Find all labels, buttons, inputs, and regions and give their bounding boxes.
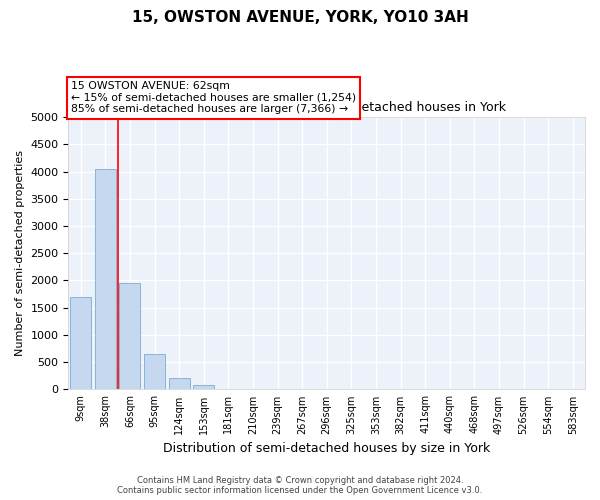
X-axis label: Distribution of semi-detached houses by size in York: Distribution of semi-detached houses by …	[163, 442, 490, 455]
Text: 15 OWSTON AVENUE: 62sqm
← 15% of semi-detached houses are smaller (1,254)
85% of: 15 OWSTON AVENUE: 62sqm ← 15% of semi-de…	[71, 81, 356, 114]
Bar	[193, 385, 214, 390]
Text: Contains HM Land Registry data © Crown copyright and database right 2024.
Contai: Contains HM Land Registry data © Crown c…	[118, 476, 482, 495]
Bar	[119, 283, 140, 390]
Bar	[144, 354, 165, 390]
Bar	[70, 297, 91, 390]
Y-axis label: Number of semi-detached properties: Number of semi-detached properties	[15, 150, 25, 356]
Bar	[95, 169, 116, 390]
Bar	[169, 378, 190, 390]
Text: 15, OWSTON AVENUE, YORK, YO10 3AH: 15, OWSTON AVENUE, YORK, YO10 3AH	[131, 10, 469, 25]
Title: Size of property relative to semi-detached houses in York: Size of property relative to semi-detach…	[148, 102, 506, 114]
